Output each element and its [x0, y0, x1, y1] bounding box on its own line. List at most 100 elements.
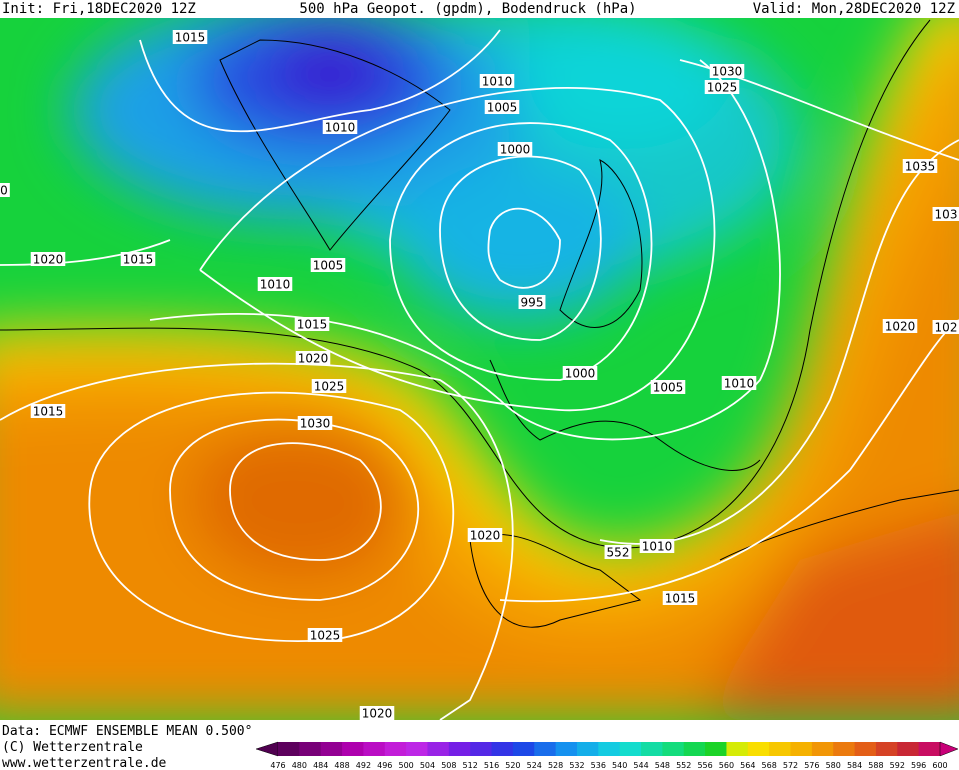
contour-label: 1005 — [487, 101, 518, 115]
contour-label: 102 — [935, 321, 958, 335]
contour-label-box — [932, 207, 959, 221]
colorbar-label: 512 — [463, 761, 478, 770]
contour-label: 1000 — [500, 143, 531, 157]
contour-label-box — [467, 528, 503, 542]
colorbar-label: 496 — [377, 761, 392, 770]
colorbar-swatch — [875, 742, 898, 756]
colorbar-label: 588 — [868, 761, 883, 770]
contour-label: 1015 — [297, 318, 328, 332]
colorbar-label: 532 — [569, 761, 584, 770]
contour-label: 1005 — [313, 259, 344, 273]
contour-label: 1020 — [298, 352, 329, 366]
contour-label-box — [709, 64, 745, 78]
colorbar-swatch — [470, 742, 493, 756]
contour-label-box — [639, 539, 675, 553]
init-text: Init: Fri,18DEC2020 12Z — [2, 1, 196, 17]
contour-label-box — [484, 100, 520, 114]
contour-label-box — [650, 380, 686, 394]
colorbar-label: 596 — [911, 761, 926, 770]
colorbar-swatch — [747, 742, 770, 756]
contour-label-box — [704, 80, 740, 94]
contour-label-box — [518, 295, 546, 309]
contour-label-box — [30, 252, 66, 266]
colorbar-label: 536 — [591, 761, 606, 770]
colorbar-swatch — [683, 742, 706, 756]
colorbar-label: 540 — [612, 761, 627, 770]
copyright: (C) Wetterzentrale — [2, 740, 143, 755]
colorbar-swatch — [406, 742, 428, 756]
colorbar-label: 576 — [804, 761, 819, 770]
website: www.wetterzentrale.de — [2, 756, 167, 770]
contour-label-box — [294, 317, 330, 331]
colorbar-label: 568 — [762, 761, 777, 770]
contour-label: 1030 — [300, 417, 331, 431]
contour-label-box — [902, 159, 938, 173]
colorbar-label: 528 — [548, 761, 563, 770]
contour-label-box — [662, 591, 698, 605]
contour-label: 0 — [0, 184, 8, 198]
colorbar-swatch — [384, 742, 407, 756]
contour-label-box — [932, 320, 959, 334]
contour-label-box — [0, 183, 10, 197]
contour-label-box — [359, 706, 395, 720]
colorbar-swatch — [342, 742, 364, 756]
colorbar-label: 516 — [484, 761, 499, 770]
colorbar-label: 508 — [441, 761, 456, 770]
contour-label: 103 — [935, 208, 958, 222]
contour-label-box — [322, 120, 358, 134]
colorbar-arrow-left — [255, 741, 279, 757]
colorbar-label: 480 — [292, 761, 307, 770]
colorbar-swatch — [598, 742, 621, 756]
contour-label: 1010 — [724, 377, 755, 391]
colorbar-swatch — [705, 742, 727, 756]
contour-label: 1020 — [362, 707, 393, 721]
colorbar-swatch — [278, 742, 300, 756]
contour-label-box — [172, 30, 208, 44]
contour-label: 1020 — [885, 320, 916, 334]
colorbar-label: 544 — [633, 761, 648, 770]
colorbar-label: 552 — [676, 761, 691, 770]
contour-label-box — [311, 379, 347, 393]
colorbar-swatch — [299, 742, 322, 756]
colorbar-label: 548 — [655, 761, 670, 770]
colorbar-label: 500 — [398, 761, 413, 770]
contour-label: 1015 — [123, 253, 154, 267]
colorbar-label: 560 — [719, 761, 734, 770]
contour-label: 1025 — [314, 380, 345, 394]
colorbar-label: 476 — [270, 761, 285, 770]
contour-label-box — [721, 376, 757, 390]
colorbar-swatch — [854, 742, 877, 756]
contour-label-box — [307, 628, 343, 642]
colorbar-swatch — [790, 742, 813, 756]
contour-label-box — [562, 366, 598, 380]
contour-label: 1035 — [905, 160, 936, 174]
contour-label-box — [310, 258, 346, 272]
contour-label: 1015 — [665, 592, 696, 606]
colorbar-swatch — [491, 742, 514, 756]
colorbar-swatch — [448, 742, 471, 756]
contour-label: 995 — [521, 296, 544, 310]
contour-label-box — [479, 74, 515, 88]
contour-label: 1010 — [325, 121, 356, 135]
contour-label-box — [604, 545, 632, 559]
contour-label: 1000 — [565, 367, 596, 381]
valid-text: Valid: Mon,28DEC2020 12Z — [753, 1, 955, 17]
contour-label-box — [257, 277, 293, 291]
colorbar-label: 488 — [334, 761, 349, 770]
contour-label: 1025 — [707, 81, 738, 95]
contour-label: 1005 — [653, 381, 684, 395]
colorbar-swatch — [576, 742, 599, 756]
colorbar-swatch — [320, 742, 343, 756]
colorbar-swatch — [534, 742, 557, 756]
colorbar-swatch — [726, 742, 749, 756]
colorbar-swatch — [555, 742, 578, 756]
colorbar-label: 580 — [826, 761, 841, 770]
colorbar-label: 584 — [847, 761, 862, 770]
colorbar-label: 520 — [505, 761, 520, 770]
colorbar-swatch — [833, 742, 856, 756]
colorbar-swatch — [427, 742, 450, 756]
contour-label-box — [30, 404, 66, 418]
contour-label: 1030 — [712, 65, 743, 79]
